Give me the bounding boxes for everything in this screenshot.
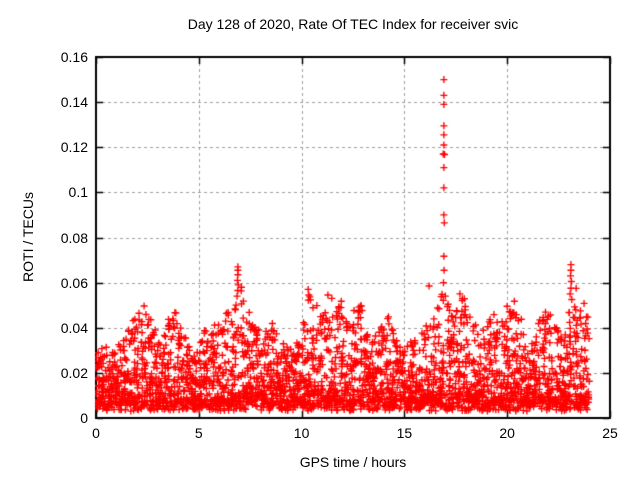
y-tick-label: 0.1 bbox=[68, 184, 88, 201]
x-tick-label: 0 bbox=[92, 425, 100, 441]
x-tick-label: 20 bbox=[499, 425, 515, 441]
x-tick-label: 25 bbox=[602, 425, 618, 441]
x-axis-label: GPS time / hours bbox=[299, 454, 407, 470]
x-tick-label: 10 bbox=[293, 425, 310, 441]
x-tick-label: 15 bbox=[396, 425, 413, 441]
y-tick-label: 0.06 bbox=[60, 274, 88, 291]
y-tick-label: 0.14 bbox=[60, 94, 88, 111]
y-tick-label: 0 bbox=[80, 410, 88, 426]
x-tick-label: 5 bbox=[194, 425, 203, 441]
chart-title: Day 128 of 2020, Rate Of TEC Index for r… bbox=[187, 16, 519, 32]
y-tick-label: 0.04 bbox=[60, 319, 88, 336]
y-tick-label: 0.16 bbox=[60, 49, 88, 65]
y-tick-label: 0.02 bbox=[60, 364, 88, 381]
y-tick-label: 0.08 bbox=[60, 229, 88, 246]
y-tick-label: 0.12 bbox=[60, 139, 88, 156]
